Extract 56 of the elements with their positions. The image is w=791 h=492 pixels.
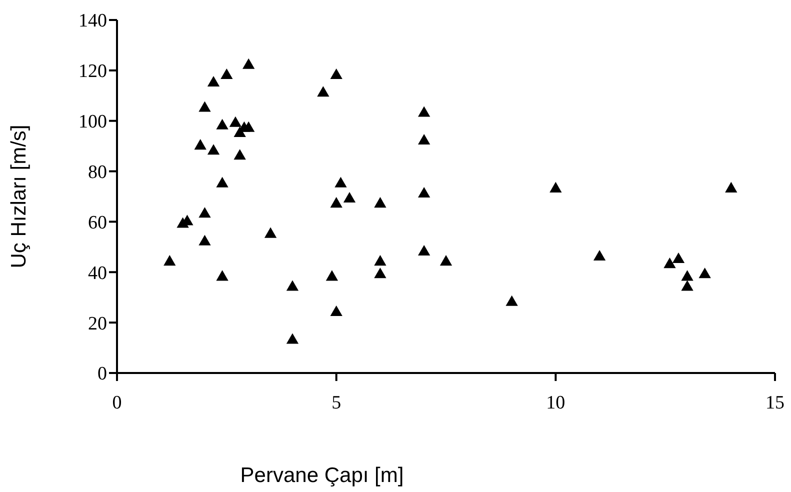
x-tick-label: 5 <box>332 392 342 414</box>
point <box>550 182 562 192</box>
x-tick-label: 15 <box>766 392 784 414</box>
point <box>220 68 233 79</box>
point <box>681 270 694 281</box>
y-axis-title: Uç Hızları [m/s] <box>7 124 30 268</box>
x-axis-title: Pervane Çapı [m] <box>240 464 404 487</box>
y-tick-label: 120 <box>78 61 107 82</box>
point <box>374 268 386 278</box>
point <box>374 255 386 266</box>
point <box>330 197 342 208</box>
point <box>264 227 277 238</box>
point <box>207 144 220 155</box>
point <box>198 234 211 246</box>
point <box>198 101 211 112</box>
point <box>672 252 685 264</box>
point <box>418 244 430 256</box>
point <box>216 176 228 188</box>
point <box>418 106 430 117</box>
point <box>440 255 452 266</box>
point <box>234 149 246 160</box>
point <box>216 118 228 130</box>
point <box>374 197 386 208</box>
point <box>681 280 694 291</box>
point <box>207 76 220 87</box>
point <box>330 305 342 316</box>
point <box>317 86 330 97</box>
point <box>418 186 430 198</box>
y-tick-label: 20 <box>88 313 107 334</box>
point <box>418 134 430 145</box>
point <box>664 258 676 268</box>
y-tick-label: 40 <box>88 262 107 284</box>
point <box>593 250 606 261</box>
y-tick-label: 140 <box>78 10 107 32</box>
point <box>242 121 255 132</box>
x-tick-label: 10 <box>546 392 566 414</box>
x-tick-label: 0 <box>112 392 122 414</box>
point <box>698 268 711 278</box>
point <box>334 176 347 188</box>
point <box>286 333 299 344</box>
point <box>216 270 228 281</box>
point <box>326 270 338 281</box>
point <box>229 116 242 127</box>
point <box>198 207 211 218</box>
y-tick-label: 100 <box>78 112 107 133</box>
point <box>286 280 299 291</box>
y-tick-label: 80 <box>88 162 107 184</box>
y-tick-label: 60 <box>88 212 107 234</box>
point <box>164 255 176 266</box>
point <box>343 192 356 203</box>
point <box>330 68 342 79</box>
point <box>725 182 738 192</box>
point <box>506 295 518 306</box>
point <box>194 139 206 150</box>
y-tick-label: 0 <box>98 364 107 385</box>
point <box>242 58 255 69</box>
